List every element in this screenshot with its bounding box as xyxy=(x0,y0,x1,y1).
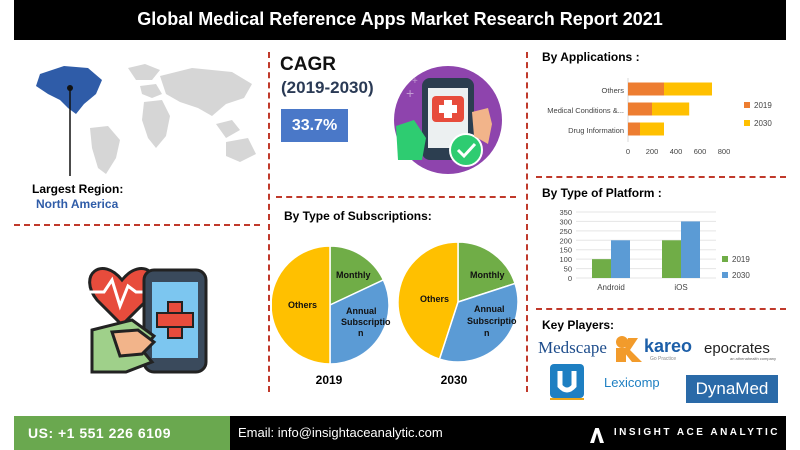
pie-slice-monthly xyxy=(329,245,385,307)
pie-2019-others-label: Others xyxy=(288,300,317,310)
pie-2019-annual-label-3: n xyxy=(358,328,364,338)
apps-x-tick: 600 xyxy=(694,147,707,156)
platform-y-tick: 50 xyxy=(564,265,572,274)
divider-right xyxy=(526,52,528,392)
cagr-label: CAGR xyxy=(280,54,336,75)
brand-logo-icon xyxy=(590,423,604,448)
pie-slice-annual-subscription xyxy=(438,282,519,363)
apps-bar-2030 xyxy=(640,122,664,136)
health-app-illustration xyxy=(88,267,208,374)
world-map-graphic xyxy=(36,64,256,176)
platform-bar-2019 xyxy=(592,259,611,278)
platform-y-tick: 250 xyxy=(559,227,572,236)
medical-app-icon: + + xyxy=(394,66,502,174)
pie-2030-monthly-label: Monthly xyxy=(470,270,505,280)
footer-bar: Email: info@insightaceanalytic.com INSIG… xyxy=(230,416,786,450)
players-title: Key Players: xyxy=(542,318,615,332)
lexicomp-logo: Lexicomp xyxy=(604,375,660,390)
divider-platform xyxy=(536,308,786,310)
platform-y-tick: 350 xyxy=(559,208,572,217)
subscriptions-title: By Type of Subscriptions: xyxy=(284,209,432,223)
divider-apps xyxy=(536,176,786,178)
platform-y-tick: 300 xyxy=(559,217,572,226)
apps-category-label: Others xyxy=(601,86,624,95)
platform-x-label: iOS xyxy=(674,283,687,292)
svg-text:+: + xyxy=(406,85,414,101)
platform-y-tick: 0 xyxy=(568,274,572,283)
platform-bar-2030 xyxy=(681,221,700,278)
apps-legend-swatch xyxy=(744,102,750,108)
unbound-medicine-logo xyxy=(550,364,584,400)
platform-y-tick: 150 xyxy=(559,246,572,255)
check-icon xyxy=(449,133,483,167)
pie-2030-annual-label-3: n xyxy=(484,328,490,338)
pie-2030-others-label: Others xyxy=(420,294,449,304)
apps-bar-2019 xyxy=(628,122,640,136)
svg-text:+: + xyxy=(412,76,418,87)
pie-2030-annual-label-1: Annual xyxy=(474,304,505,314)
kareo-tagline: Go Practice xyxy=(650,356,677,362)
kareo-k-icon xyxy=(612,334,648,362)
pie-2019-year: 2019 xyxy=(316,373,343,387)
pie-2019-annual-label-1: Annual xyxy=(346,306,377,316)
apps-bar-2019 xyxy=(628,82,664,96)
platform-y-tick: 100 xyxy=(559,255,572,264)
pie-2019-monthly-label: Monthly xyxy=(336,270,371,280)
apps-bar-2030 xyxy=(664,82,712,96)
apps-x-tick: 200 xyxy=(646,147,659,156)
page-title: Global Medical Reference Apps Market Res… xyxy=(14,0,786,40)
dynamed-logo: DynaMed xyxy=(686,375,778,403)
pie-2019-annual-label-2: Subscriptio xyxy=(341,317,391,327)
apps-bar-2030 xyxy=(652,102,690,116)
largest-region-label: Largest Region: xyxy=(32,182,124,196)
platform-legend-swatch xyxy=(722,272,728,278)
pie-slice-others xyxy=(397,241,459,361)
platform-bar-2019 xyxy=(662,240,681,278)
pie-2019 xyxy=(272,245,390,365)
apps-category-label: Drug Information xyxy=(568,126,624,135)
footer-email[interactable]: Email: info@insightaceanalytic.com xyxy=(238,425,443,440)
divider-region xyxy=(14,224,260,226)
epocrates-tagline: an athenahealth company xyxy=(730,356,777,361)
apps-bar-2019 xyxy=(628,102,652,116)
apps-legend-label: 2030 xyxy=(754,119,772,128)
kareo-logo: kareo xyxy=(644,336,693,356)
platform-legend-swatch xyxy=(722,256,728,262)
footer-brand: INSIGHT ACE ANALYTIC xyxy=(613,427,780,438)
pie-slice-monthly xyxy=(457,241,517,304)
pie-2030-year: 2030 xyxy=(441,373,468,387)
largest-region-value: North America xyxy=(36,197,119,211)
platform-y-tick: 200 xyxy=(559,236,572,245)
platform-title: By Type of Platform : xyxy=(542,186,662,200)
pie-slice-annual-subscription xyxy=(329,278,390,365)
divider-cagr xyxy=(276,196,516,198)
apps-category-label: Medical Conditions &... xyxy=(547,106,624,115)
applications-bar-chart: Others Medical Conditions &... Drug Inform… xyxy=(547,78,772,156)
platform-bar-2030 xyxy=(611,240,630,278)
cagr-value: 33.7% xyxy=(281,109,348,142)
apps-x-tick: 400 xyxy=(670,147,683,156)
apps-x-tick: 800 xyxy=(718,147,731,156)
pie-slice-others xyxy=(272,245,331,365)
medscape-logo: Medscape xyxy=(538,338,607,357)
platform-legend-label: 2030 xyxy=(732,271,750,280)
cagr-period: (2019-2030) xyxy=(281,78,374,97)
apps-x-tick: 0 xyxy=(626,147,630,156)
platform-x-label: Android xyxy=(597,283,625,292)
epocrates-logo: epocrates xyxy=(704,340,770,357)
apps-legend-swatch xyxy=(744,120,750,126)
pie-2030 xyxy=(397,241,519,363)
hand-icon xyxy=(109,328,157,358)
subscription-pie-charts: 2019 2030 Monthly Annual Subscriptio n O… xyxy=(272,241,519,387)
divider-left xyxy=(268,52,270,392)
apps-legend-label: 2019 xyxy=(754,101,772,110)
footer-phone[interactable]: US: +1 551 226 6109 xyxy=(14,416,230,450)
platform-legend-label: 2019 xyxy=(732,255,750,264)
pie-2030-annual-label-2: Subscriptio xyxy=(467,316,517,326)
applications-title: By Applications : xyxy=(542,50,640,64)
